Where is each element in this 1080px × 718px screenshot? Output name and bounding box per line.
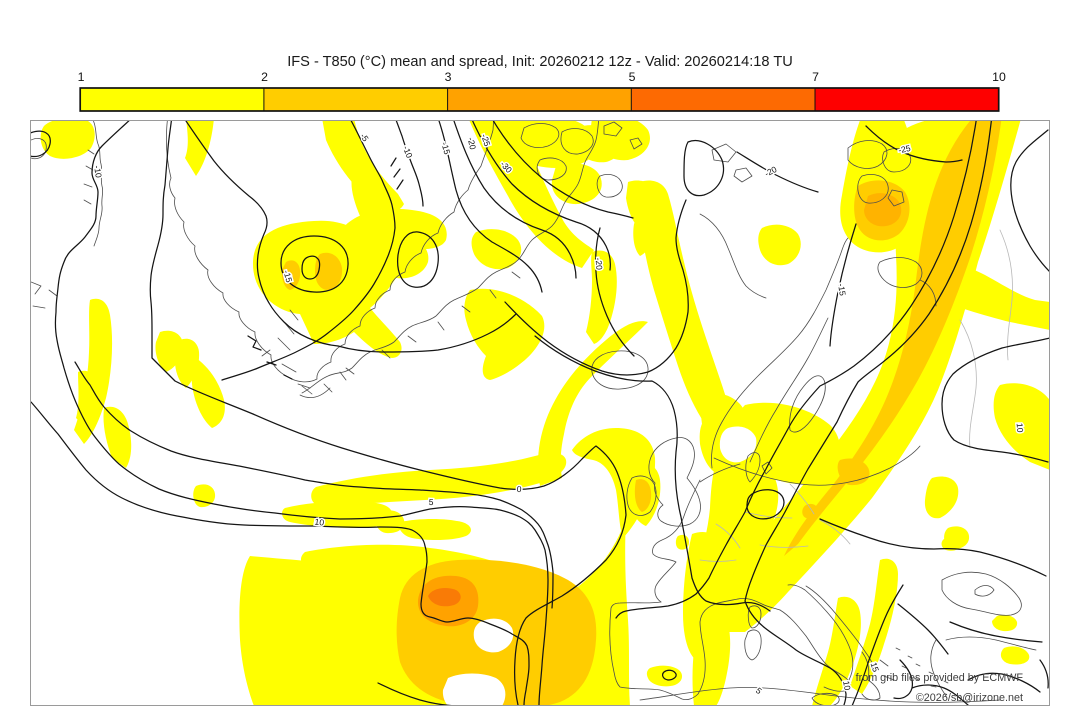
svg-text:-15: -15: [836, 283, 848, 297]
svg-text:5: 5: [629, 70, 636, 84]
svg-text:from grib files provided by EC: from grib files provided by ECMWF: [856, 672, 1024, 684]
svg-text:-10: -10: [92, 165, 104, 179]
svg-text:-15: -15: [439, 141, 452, 156]
svg-text:10: 10: [314, 516, 325, 527]
svg-text:7: 7: [812, 70, 819, 84]
svg-text:10: 10: [992, 70, 1006, 84]
svg-text:5: 5: [429, 497, 435, 507]
svg-text:-20: -20: [593, 257, 604, 270]
svg-text:©2026/sb@irizone.net: ©2026/sb@irizone.net: [916, 692, 1023, 704]
svg-text:10: 10: [841, 680, 853, 691]
svg-text:0: 0: [517, 484, 523, 494]
svg-text:1: 1: [78, 70, 85, 84]
svg-text:2: 2: [261, 70, 268, 84]
svg-text:-15: -15: [281, 269, 294, 284]
svg-text:-25: -25: [897, 143, 911, 155]
svg-text:3: 3: [445, 70, 452, 84]
svg-text:-20: -20: [466, 136, 478, 150]
svg-text:10: 10: [1015, 423, 1026, 434]
svg-text:IFS - T850 (°C) mean and sprea: IFS - T850 (°C) mean and spread, Init: 2…: [287, 54, 793, 70]
